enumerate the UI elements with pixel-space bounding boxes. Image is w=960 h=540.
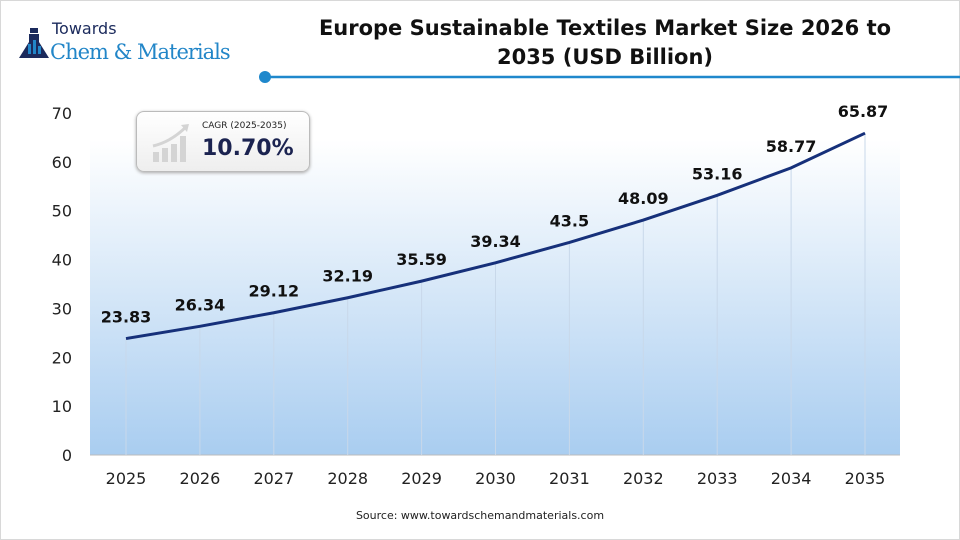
logo: Towards Chem & Materials <box>18 20 231 66</box>
y-tick-label: 40 <box>52 251 72 270</box>
cagr-box: CAGR (2025-2035) 10.70% <box>136 111 310 172</box>
x-tick-label: 2033 <box>697 469 738 488</box>
x-tick-label: 2031 <box>549 469 590 488</box>
cagr-value: 10.70% <box>202 136 294 161</box>
series-line <box>125 131 866 341</box>
y-tick-label: 0 <box>62 446 72 465</box>
data-label: 32.19 <box>322 267 373 286</box>
logo-line2: Chem & Materials <box>50 40 231 64</box>
data-label: 53.16 <box>692 164 743 183</box>
chart-title: Europe Sustainable Textiles Market Size … <box>318 16 892 69</box>
y-tick-label: 50 <box>52 202 72 221</box>
x-tick-label: 2035 <box>845 469 886 488</box>
source-note: Source: www.towardschemandmaterials.com <box>355 509 605 522</box>
y-tick-label: 20 <box>52 348 72 367</box>
x-tick-label: 2034 <box>771 469 812 488</box>
x-tick-label: 2029 <box>401 469 442 488</box>
data-label: 26.34 <box>175 295 226 314</box>
data-label: 29.12 <box>248 282 299 301</box>
growth-chart-icon <box>152 124 189 162</box>
data-label: 23.83 <box>101 308 152 327</box>
y-tick-label: 10 <box>52 397 72 416</box>
data-label: 65.87 <box>838 102 889 121</box>
x-tick-label: 2026 <box>180 469 221 488</box>
x-tick-label: 2030 <box>475 469 516 488</box>
x-tick-label: 2032 <box>623 469 664 488</box>
data-label: 43.5 <box>550 211 589 230</box>
y-tick-label: 30 <box>52 299 72 318</box>
data-label: 35.59 <box>396 250 447 269</box>
x-tick-label: 2025 <box>106 469 147 488</box>
data-label: 58.77 <box>766 137 817 156</box>
logo-line1: Towards <box>52 19 117 38</box>
y-tick-label: 70 <box>52 104 72 123</box>
x-tick-label: 2028 <box>327 469 368 488</box>
x-tick-label: 2027 <box>253 469 294 488</box>
y-tick-label: 60 <box>52 153 72 172</box>
data-label: 48.09 <box>618 189 669 208</box>
cagr-label: CAGR (2025-2035) <box>202 121 287 131</box>
data-label: 39.34 <box>470 232 521 251</box>
flask-icon <box>19 28 49 58</box>
